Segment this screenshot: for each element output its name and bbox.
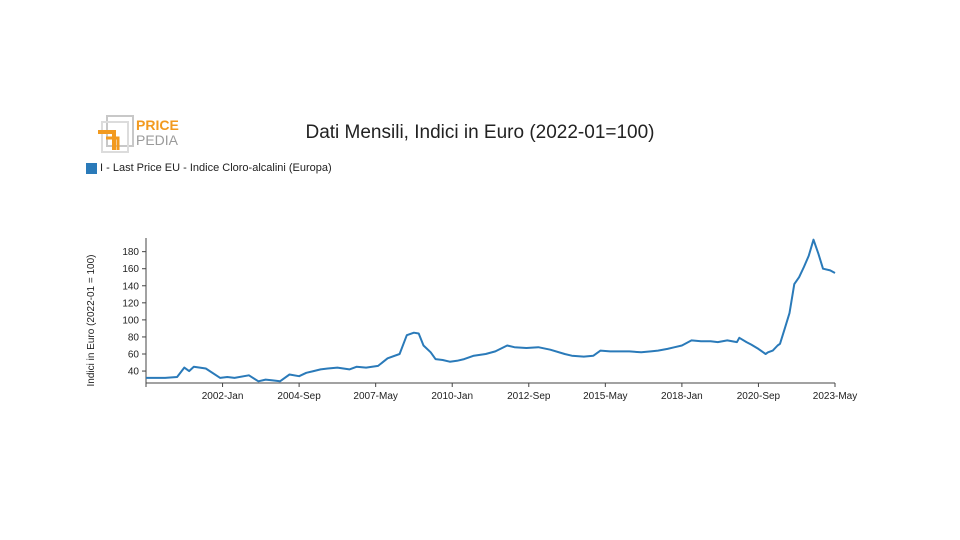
logo-orange-mark-2 [106, 136, 120, 150]
pricepedia-logo: PRICE PEDIA [98, 115, 179, 153]
x-tick-label: 2015-May [583, 391, 627, 402]
y-axis: 40 60 80 100 120 140 160 180 [122, 238, 147, 383]
y-tick-label: 160 [122, 264, 139, 275]
y-tick-label: 180 [122, 247, 139, 258]
logo-orange-mark-1 [98, 130, 116, 150]
x-tick-label: 2010-Jan [431, 391, 473, 402]
chart-title: Dati Mensili, Indici in Euro (2022-01=10… [305, 122, 655, 143]
x-tick-label: 2020-Sep [737, 391, 781, 402]
y-tick-label: 60 [128, 350, 140, 361]
x-tick-label: 2004-Sep [277, 391, 321, 402]
logo-frame-front [101, 121, 129, 153]
logo-text-price: PRICE [136, 117, 179, 133]
legend[interactable]: I - Last Price EU - Indice Cloro-alcalin… [86, 162, 332, 174]
x-tick-label: 2012-Sep [507, 391, 551, 402]
y-axis-label: Indici in Euro (2022-01 = 100) [86, 254, 97, 386]
x-axis: 2002-Jan 2004-Sep 2007-May 2010-Jan 2012-Sep… [145, 382, 857, 402]
x-tick-label: 2023-May [813, 391, 857, 402]
y-tick-label: 80 [128, 332, 140, 343]
y-tick-label: 140 [122, 281, 139, 292]
logo-text-pedia: PEDIA [136, 132, 179, 148]
x-tick-label: 2007-May [353, 391, 397, 402]
y-tick-label: 120 [122, 298, 139, 309]
series-line-0[interactable] [146, 238, 836, 383]
series-layer [146, 238, 836, 383]
legend-label: I - Last Price EU - Indice Cloro-alcalin… [100, 162, 332, 174]
x-tick-label: 2018-Jan [661, 391, 703, 402]
y-tick-label: 40 [128, 367, 140, 378]
legend-swatch [86, 162, 97, 174]
y-tick-label: 100 [122, 315, 139, 326]
x-tick-label: 2002-Jan [202, 391, 244, 402]
